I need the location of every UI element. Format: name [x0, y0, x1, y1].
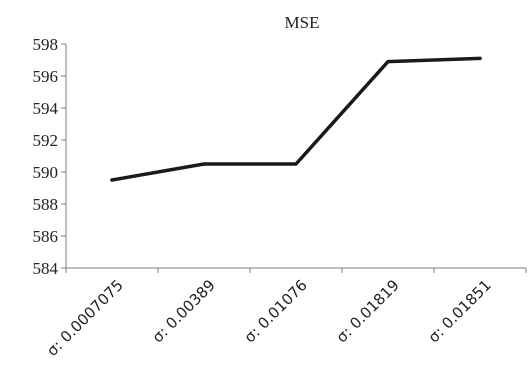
y-tick-label: 590: [33, 163, 59, 182]
data-point: [386, 60, 390, 64]
y-tick-label: 594: [33, 99, 59, 118]
y-tick-label: 586: [33, 227, 59, 246]
data-point: [478, 56, 482, 61]
x-tick-label: σ: 0.01076: [241, 276, 311, 346]
x-tick-label: σ: 0.01851: [425, 276, 495, 346]
x-tick-label: σ: 0.00389: [149, 276, 219, 346]
y-tick-label: 592: [33, 131, 59, 150]
x-tick-label: σ: 0.01819: [333, 276, 403, 346]
y-tick-label: 588: [33, 195, 59, 214]
y-tick-label: 584: [33, 259, 59, 278]
x-tick-label: σ: 0.0007075: [43, 276, 127, 360]
chart-title: MSE: [285, 13, 320, 32]
y-tick-label: 596: [33, 67, 59, 86]
series-layer: [110, 56, 482, 182]
data-point: [294, 162, 298, 166]
y-ticks: 584 586 588 590 592 594 596 598: [33, 35, 66, 278]
data-point: [202, 162, 206, 166]
series-line: [110, 56, 482, 182]
data-point: [110, 178, 114, 182]
y-tick-label: 598: [33, 35, 59, 54]
x-ticks: σ: 0.0007075 σ: 0.00389 σ: 0.01076 σ: 0.018…: [43, 268, 527, 360]
